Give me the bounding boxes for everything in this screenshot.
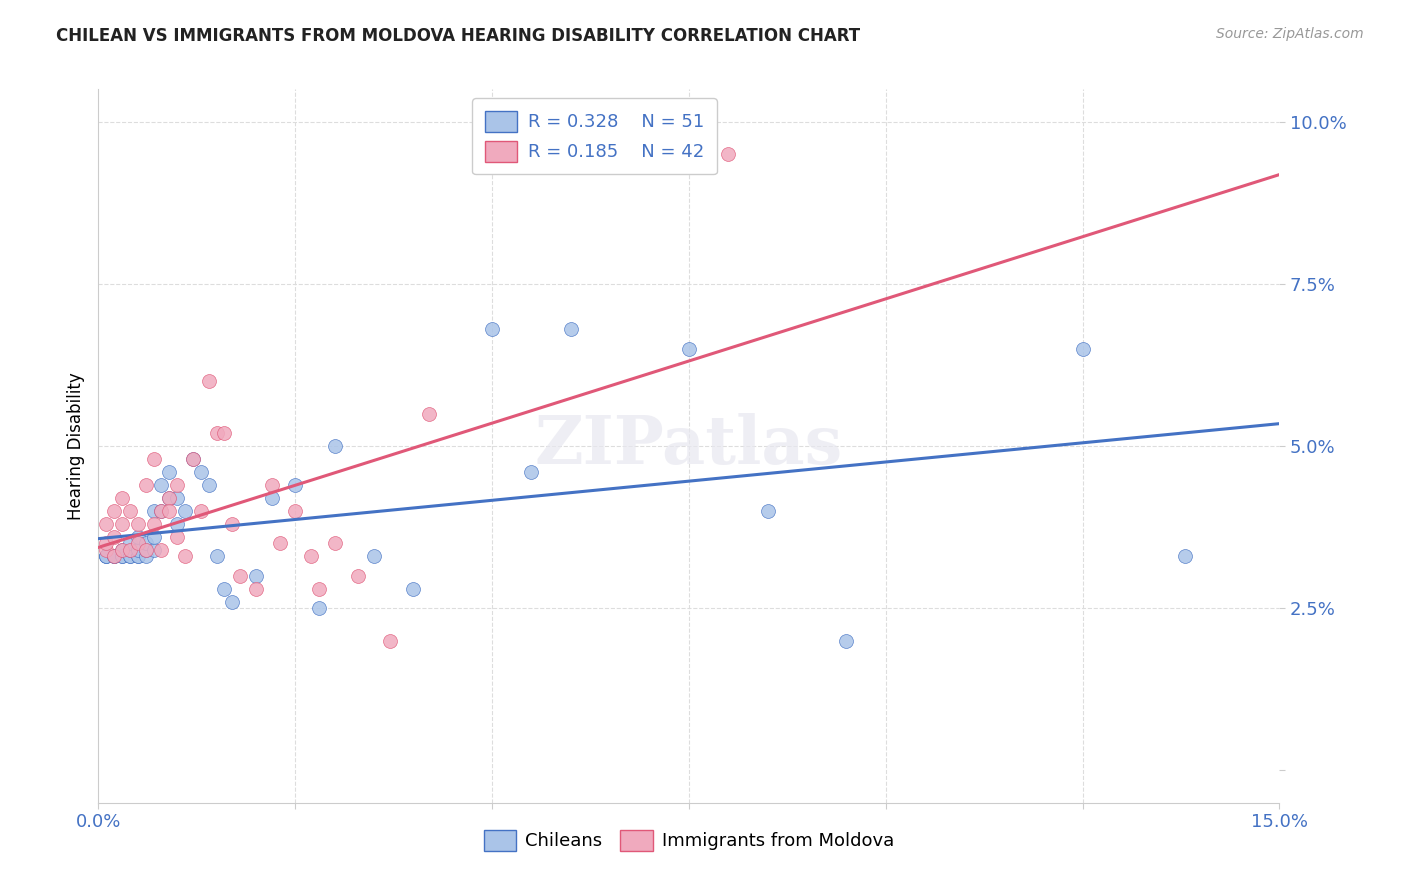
Point [1174,549,1197,564]
Point [205,549,228,564]
Point [174,504,197,518]
Point [214,425,236,440]
Point [181,452,204,467]
Point [111,549,134,564]
Point [245,568,267,582]
Point [96,542,118,557]
Point [142,530,165,544]
Point [308,601,330,615]
Point [835,633,858,648]
Point [111,516,134,531]
Point [150,504,173,518]
Point [197,478,219,492]
Point [118,536,141,550]
Point [96,549,118,564]
Point [96,516,118,531]
Point [142,452,165,467]
Point [142,504,165,518]
Point [135,542,157,557]
Point [111,549,134,564]
Point [118,549,141,564]
Text: ZIPatlas: ZIPatlas [534,414,844,478]
Point [717,147,740,161]
Point [678,342,700,356]
Point [197,374,219,388]
Point [1071,342,1094,356]
Point [323,536,346,550]
Point [127,542,149,557]
Text: Source: ZipAtlas.com: Source: ZipAtlas.com [1216,27,1364,41]
Point [284,478,307,492]
Point [269,536,291,550]
Point [103,530,125,544]
Point [127,530,149,544]
Point [229,568,252,582]
Point [756,504,779,518]
Point [150,504,173,518]
Y-axis label: Hearing Disability: Hearing Disability [66,372,84,520]
Point [402,582,425,596]
Point [142,542,165,557]
Point [181,452,204,467]
Point [260,478,283,492]
Text: CHILEAN VS IMMIGRANTS FROM MOLDOVA HEARING DISABILITY CORRELATION CHART: CHILEAN VS IMMIGRANTS FROM MOLDOVA HEARI… [56,27,860,45]
Point [166,530,188,544]
Point [127,516,149,531]
Point [150,478,173,492]
Point [96,549,118,564]
Point [150,542,173,557]
Point [481,322,503,336]
Point [284,504,307,518]
Point [135,542,157,557]
Point [299,549,322,564]
Point [111,542,134,557]
Point [214,582,236,596]
Point [96,536,118,550]
Point [118,542,141,557]
Point [221,516,243,531]
Point [135,549,157,564]
Point [118,504,141,518]
Point [166,491,188,505]
Point [103,549,125,564]
Point [127,536,149,550]
Point [560,322,582,336]
Point [111,491,134,505]
Point [166,516,188,531]
Point [157,491,180,505]
Point [190,504,212,518]
Point [221,595,243,609]
Point [127,549,149,564]
Point [118,549,141,564]
Point [174,549,197,564]
Point [103,504,125,518]
Point [103,549,125,564]
Legend: Chileans, Immigrants from Moldova: Chileans, Immigrants from Moldova [477,822,901,858]
Point [378,633,401,648]
Point [363,549,385,564]
Point [157,504,180,518]
Point [308,582,330,596]
Point [205,425,228,440]
Point [127,549,149,564]
Point [520,465,543,479]
Point [157,491,180,505]
Point [135,478,157,492]
Point [111,542,134,557]
Point [190,465,212,479]
Point [96,549,118,564]
Point [103,549,125,564]
Point [166,478,188,492]
Point [157,465,180,479]
Point [142,516,165,531]
Point [103,549,125,564]
Point [118,542,141,557]
Point [260,491,283,505]
Point [135,536,157,550]
Point [245,582,267,596]
Point [418,407,440,421]
Point [347,568,370,582]
Point [323,439,346,453]
